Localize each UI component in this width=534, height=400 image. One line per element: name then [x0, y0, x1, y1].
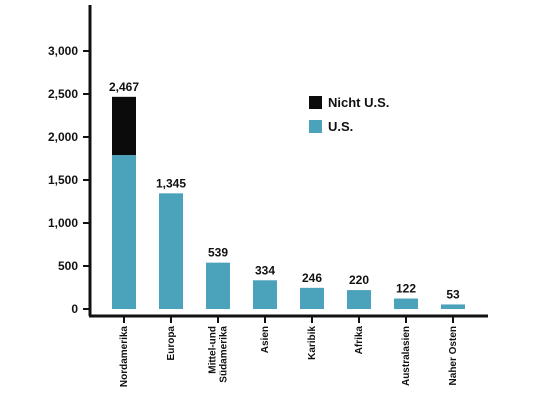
data-labels-group: 2,467 1,345 539 334 246 220 122 53	[109, 80, 460, 302]
x-tick-label-line: Australasien	[401, 326, 412, 386]
x-tick-label-line: Nordamerika	[119, 326, 130, 388]
bar-u-s-europa	[159, 193, 183, 309]
data-label-nordamerika: 2,467	[109, 80, 139, 94]
y-axis: 0 500 1,000 1,500 2,000 2,500 3,000	[48, 5, 92, 316]
x-tick-label-asien: Asien	[260, 326, 271, 353]
y-tick-label: 3,000	[48, 44, 78, 58]
legend-swatch-nicht-us	[309, 96, 322, 109]
data-label-europa: 1,345	[156, 176, 186, 190]
x-tick-label-line: Asien	[260, 326, 271, 353]
x-tick-label-australasien: Australasien	[401, 326, 412, 386]
x-tick-label-line: Mittel-und	[208, 326, 219, 374]
y-tick-label: 1,000	[48, 216, 78, 230]
legend: Nicht U.S. U.S.	[309, 95, 389, 134]
bar-u-s-asien	[253, 280, 277, 309]
x-tick-label-line: Südamerika	[219, 326, 230, 383]
x-tick-label-line: Afrika	[354, 326, 365, 355]
bar-u-s-australasien	[394, 298, 418, 309]
x-tick-label-nordamerika: Nordamerika	[119, 326, 130, 388]
x-tick-label-naher-osten: Naher Osten	[448, 326, 459, 385]
bar-u-s-nordamerika	[112, 155, 136, 309]
data-label-mittel-und-sudamerika: 539	[208, 246, 228, 260]
y-tick-label: 2,000	[48, 130, 78, 144]
legend-label-us: U.S.	[328, 119, 353, 134]
data-label-afrika: 220	[349, 273, 369, 287]
y-tick-label: 2,500	[48, 87, 78, 101]
data-label-australasien: 122	[396, 282, 416, 296]
y-tick-label: 500	[58, 259, 78, 273]
x-tick-label-line: Europa	[166, 326, 177, 361]
bar-u-s-afrika	[347, 290, 371, 309]
y-tick-label: 0	[71, 302, 78, 316]
bar-u-s-karibik	[300, 287, 324, 309]
x-axis: Nordamerika Europa Mittel-undSüdamerika Asi…	[89, 314, 488, 388]
x-tick-label-karibik: Karibik	[307, 326, 318, 360]
legend-swatch-us	[309, 120, 322, 133]
y-tick-label: 1,500	[48, 173, 78, 187]
x-tick-label-line: Naher Osten	[448, 326, 459, 385]
legend-label-nicht-us: Nicht U.S.	[328, 95, 389, 110]
x-tick-label-line: Karibik	[307, 326, 318, 360]
x-tick-label-europa: Europa	[166, 326, 177, 361]
bar-nicht-u-s-nordamerika	[112, 96, 136, 156]
data-label-asien: 334	[255, 263, 275, 277]
x-tick-label-afrika: Afrika	[354, 326, 365, 355]
bars-group	[112, 96, 465, 309]
data-label-naher-osten: 53	[446, 287, 460, 301]
bar-u-s-mittel-und-sudamerika	[206, 262, 230, 309]
x-tick-label-mittel-und-sudamerika: Mittel-undSüdamerika	[208, 326, 230, 383]
data-label-karibik: 246	[302, 271, 322, 285]
bar-u-s-naher-osten	[441, 304, 465, 309]
